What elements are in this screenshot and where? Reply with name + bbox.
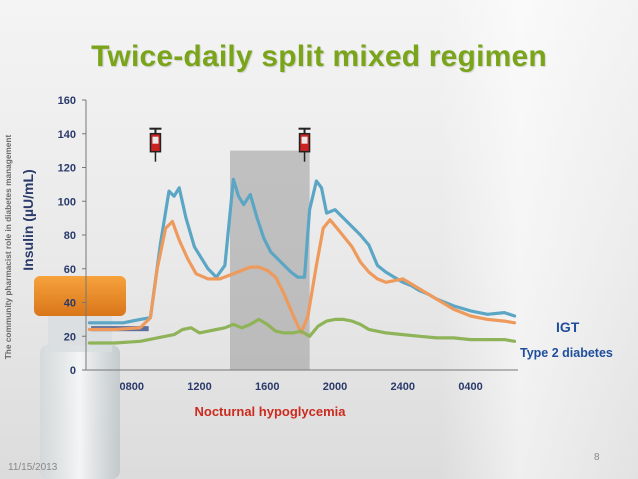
- y-tick-label: 20: [64, 331, 76, 343]
- x-tick-label: 1600: [255, 381, 279, 393]
- y-tick-label: 0: [70, 365, 76, 377]
- legend-type2-diabetes: Type 2 diabetes: [520, 346, 613, 360]
- page-number: 8: [594, 452, 600, 463]
- y-tick-label: 160: [58, 95, 76, 107]
- series-line-3: [87, 317, 517, 345]
- y-tick-label: 60: [64, 264, 76, 276]
- x-tick-label: 2000: [323, 381, 347, 393]
- y-tick-label: 140: [58, 129, 76, 141]
- y-tick-label: 100: [58, 196, 76, 208]
- bottle-neck: [48, 312, 112, 352]
- x-tick-label: 0800: [119, 381, 143, 393]
- hypoglycemia-shade: [230, 150, 310, 370]
- x-tick-label: 0400: [458, 381, 482, 393]
- x-tick-label: 2400: [391, 381, 415, 393]
- nocturnal-hypoglycemia-label: Nocturnal hypoglycemia: [194, 404, 346, 419]
- y-tick-label: 40: [64, 298, 76, 310]
- y-tick-label: 120: [58, 163, 76, 175]
- slide-title: Twice-daily split mixed regimen: [91, 40, 547, 73]
- series-line-2: [87, 218, 517, 335]
- x-tick-label: 1200: [187, 381, 211, 393]
- slide-date: 11/15/2013: [8, 462, 58, 473]
- bottle-cap: [34, 276, 126, 316]
- syringe-icon: [298, 127, 311, 162]
- bottle-body: [40, 345, 120, 479]
- background-panel: [440, 0, 638, 479]
- y-tick-label: 80: [64, 230, 76, 242]
- syringe-icon: [149, 127, 162, 162]
- legend-igt: IGT: [556, 319, 580, 335]
